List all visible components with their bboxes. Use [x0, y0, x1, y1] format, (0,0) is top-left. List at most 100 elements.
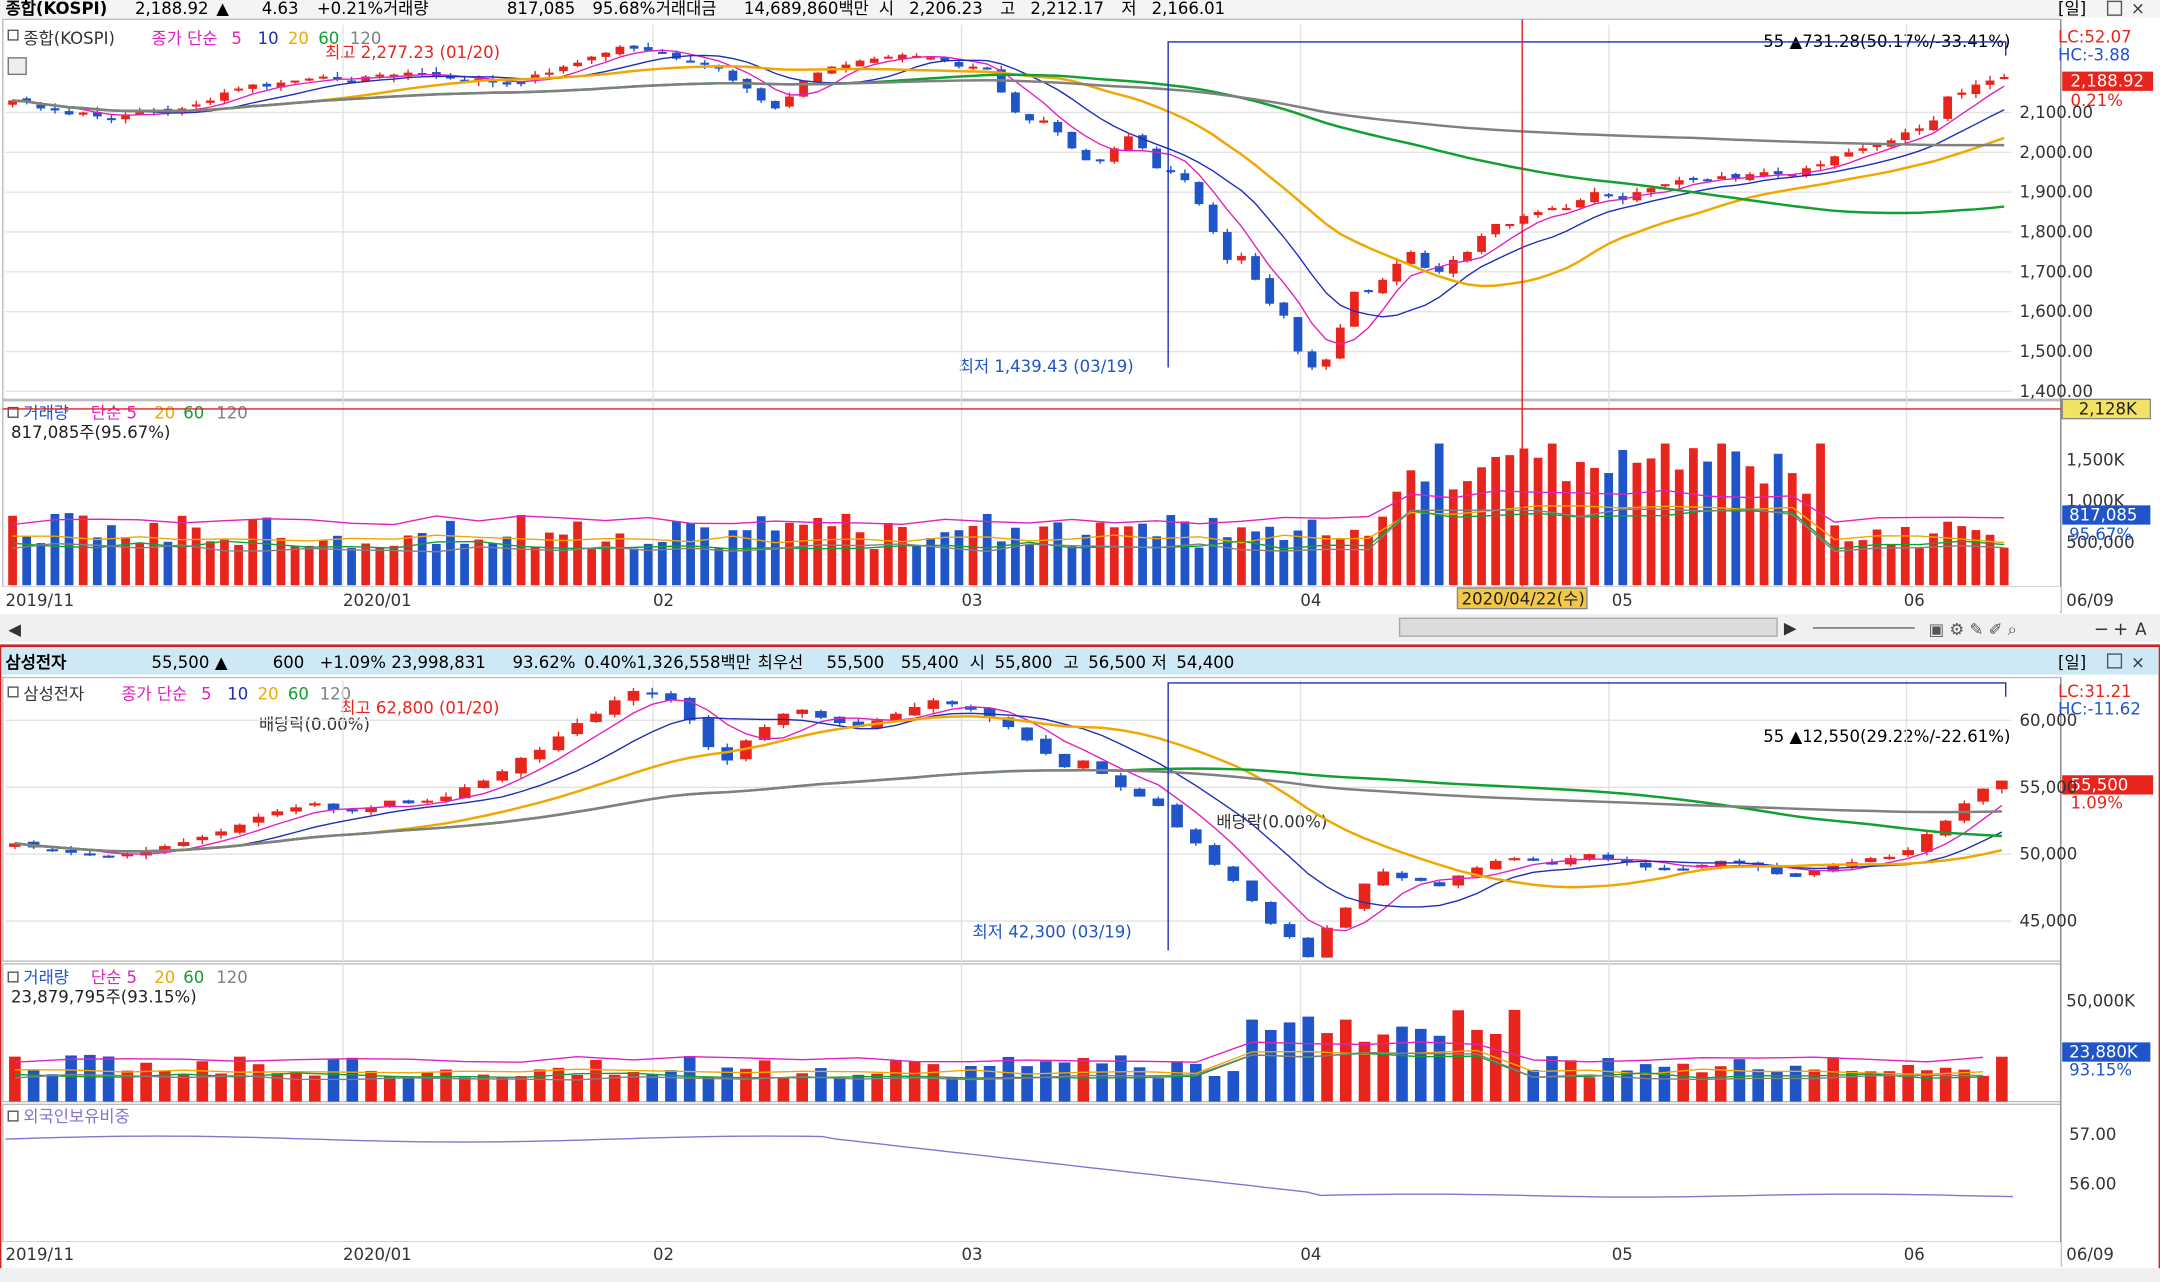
- top-x-label-6: 05: [1612, 591, 1633, 610]
- bottom-volume-bar: [1733, 1059, 1746, 1102]
- top-cross-vol-tag: 2,128K: [2079, 399, 2138, 418]
- top-arrow: ▲: [216, 0, 229, 18]
- bottom-volume-bar: [1246, 1019, 1258, 1102]
- top-candle-body: [191, 104, 201, 107]
- table-icon[interactable]: [7, 57, 27, 76]
- bottom-volume-bar: [1527, 1069, 1540, 1102]
- bottom-legend-box[interactable]: [7, 686, 19, 698]
- top-volume-bar: [813, 517, 823, 586]
- tool-icons[interactable]: ▣ ⚙ ✎ ✐ ⌕: [1929, 620, 2017, 639]
- top-volume-bar: [855, 532, 865, 586]
- top-candle-body: [516, 82, 526, 85]
- font-a-icon[interactable]: A: [2135, 620, 2147, 639]
- top-maximize-button[interactable]: [2106, 0, 2123, 16]
- bottom-change-pct: +1.09%: [320, 653, 386, 672]
- bottom-period[interactable]: [일]: [2058, 653, 2086, 672]
- top-candle-body: [813, 72, 823, 83]
- top-volume-bar: [1491, 456, 1501, 586]
- bottom-candle-body: [1677, 868, 1689, 871]
- top-legend-box[interactable]: [7, 29, 19, 41]
- bottom-candle-body: [1564, 858, 1577, 865]
- top-candle-body: [234, 88, 243, 91]
- top-candle-body: [64, 111, 74, 115]
- top-volume-bar: [1830, 525, 1840, 586]
- top-vol-tag: 817,085: [2069, 506, 2137, 525]
- bottom-vol-legend-ma60: 60: [183, 968, 204, 987]
- top-candle-body: [1674, 180, 1684, 185]
- bottom-x-label-2: 2020/01: [343, 1245, 412, 1264]
- bottom-y-tick: 45,000: [2019, 912, 2077, 931]
- top-candle-body: [855, 60, 865, 67]
- bottom-volume-bar: [365, 1070, 377, 1102]
- bottom-volume-bar: [1546, 1056, 1558, 1102]
- top-period[interactable]: [일]: [2058, 0, 2086, 18]
- bottom-candle-body: [571, 723, 584, 735]
- bottom-vol-text: 23,879,795주(93.15%): [11, 987, 197, 1006]
- top-candle-body: [968, 66, 978, 69]
- top-candle-body: [1971, 84, 1981, 95]
- bottom-candle-body: [1246, 880, 1258, 901]
- bottom-volume-bar: [9, 1056, 21, 1102]
- top-volume-bar: [276, 537, 286, 586]
- top-volume-bar: [502, 536, 512, 586]
- top-volume-bar: [686, 522, 695, 586]
- bottom-volume-bar: [402, 1076, 415, 1102]
- bottom-volume-bar: [946, 1077, 958, 1102]
- top-x-axis: [2, 586, 2061, 612]
- top-x-label-4: 03: [962, 591, 983, 610]
- bottom-legend-ma-label: 종가 단순: [121, 685, 187, 704]
- foreign-pane: [2, 1103, 2062, 1243]
- bottom-pct-tag: 1.09%: [2070, 793, 2122, 812]
- bottom-volume-bar: [1808, 1069, 1821, 1102]
- bottom-volume-bar: [1077, 1058, 1090, 1102]
- top-volume-bar: [191, 527, 201, 586]
- top-volume-bar: [573, 521, 582, 586]
- bottom-vol-legend-box[interactable]: [7, 971, 19, 983]
- top-volume-bar: [1590, 467, 1599, 586]
- top-volume-bar: [1660, 443, 1670, 586]
- top-candle-body: [1152, 148, 1162, 169]
- bottom-volume-bar: [46, 1074, 59, 1102]
- top-volume-bar: [1251, 531, 1260, 586]
- bottom-open-label: 시: [970, 653, 985, 672]
- top-change: 4.63: [262, 0, 299, 18]
- bottom-close-button[interactable]: ×: [2131, 653, 2145, 672]
- bottom-volume-bar: [1208, 1075, 1221, 1102]
- top-candle-body: [290, 80, 300, 83]
- bottom-maximize-button[interactable]: [2106, 653, 2123, 669]
- bottom-candle-body: [890, 713, 902, 721]
- top-candle-body: [1576, 200, 1585, 208]
- zoom-out-icon[interactable]: −: [2094, 619, 2109, 640]
- bottom-turnover: 0.40%: [584, 653, 636, 672]
- top-volume-bar: [643, 543, 653, 586]
- top-candle-body: [1491, 224, 1501, 235]
- top-volume-ma-line: [12, 505, 2005, 544]
- top-volume-bar: [92, 537, 102, 586]
- top-close-button[interactable]: ×: [2131, 0, 2145, 18]
- top-vol-legend-box[interactable]: [7, 406, 19, 418]
- top-candle-body: [883, 56, 893, 59]
- top-volume-bar: [1138, 523, 1147, 586]
- top-volume-bar: [318, 540, 328, 586]
- bottom-volume-bar: [1752, 1069, 1764, 1102]
- bottom-volume-bar: [1639, 1064, 1652, 1102]
- top-candle-body: [220, 92, 229, 101]
- bottom-volume-bar: [421, 1072, 434, 1102]
- top-price-tag-box: [2062, 71, 2154, 91]
- bottom-volume-bar: [1771, 1071, 1783, 1102]
- bottom-high: 56,500: [1088, 653, 1146, 672]
- scroll-right-button[interactable]: ▶: [1784, 618, 1797, 637]
- foreign-legend-box[interactable]: [7, 1110, 19, 1122]
- bottom-candle-body: [290, 807, 302, 812]
- top-volume-bar: [1194, 547, 1204, 586]
- top-candle-body: [1222, 232, 1232, 260]
- scroll-left-button[interactable]: ◀: [8, 620, 21, 639]
- top-candle-body: [1420, 252, 1430, 268]
- bottom-candle-body: [852, 721, 865, 728]
- top-scrollbar-thumb[interactable]: [1398, 617, 1778, 637]
- bottom-candle-body: [683, 697, 696, 721]
- bottom-volume-bar: [608, 1074, 621, 1102]
- zoom-in-icon[interactable]: +: [2113, 619, 2128, 640]
- bottom-volume-bar: [927, 1064, 940, 1102]
- bottom-candle-body: [1883, 856, 1896, 860]
